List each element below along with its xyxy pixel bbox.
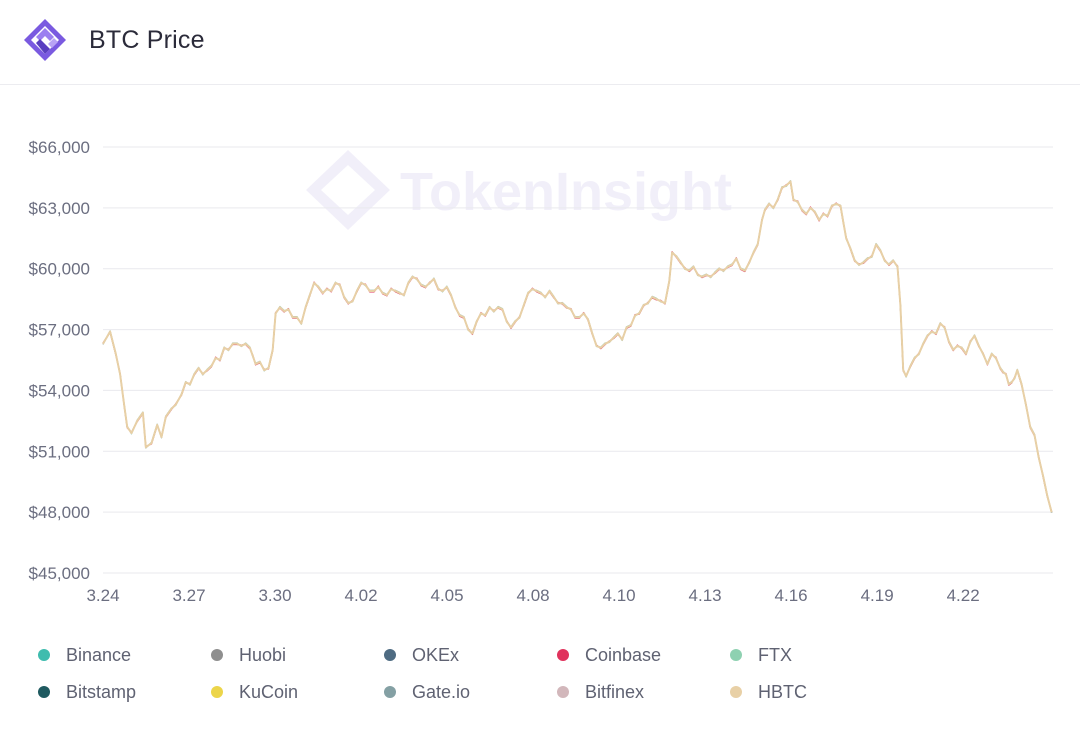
series-line-hbtc — [102, 180, 1053, 513]
x-tick-label: 4.22 — [947, 586, 980, 605]
y-tick-label: $63,000 — [29, 199, 90, 218]
series-line-bitfinex — [102, 180, 1053, 513]
series-line-kucoin — [102, 180, 1053, 513]
legend-item-bitstamp[interactable]: Bitstamp — [38, 679, 136, 705]
x-tick-label: 4.08 — [517, 586, 550, 605]
series-line-okex — [102, 180, 1053, 513]
series-line-bitstamp — [102, 181, 1053, 513]
legend-label: Bitfinex — [585, 681, 645, 702]
btc-price-chart: TokenInsight $45,000 $48,000 $51,000 $54,00… — [29, 138, 1053, 605]
y-tick-label: $54,000 — [29, 381, 90, 400]
series-line-huobi — [102, 181, 1053, 512]
x-tick-label: 4.10 — [603, 586, 636, 605]
legend-dot-icon — [730, 686, 742, 698]
x-tick-label: 3.24 — [86, 586, 119, 605]
legend-dot-icon — [384, 686, 396, 698]
legend-dot-icon — [557, 686, 569, 698]
legend-label: Binance — [66, 644, 132, 665]
y-tick-label: $57,000 — [29, 321, 90, 340]
header: BTC Price — [0, 0, 1080, 85]
legend-item-binance[interactable]: Binance — [38, 642, 131, 668]
legend-item-ftx[interactable]: FTX — [730, 642, 792, 668]
x-tick-label: 4.13 — [689, 586, 722, 605]
y-tick-label: $45,000 — [29, 564, 90, 583]
legend-label: KuCoin — [239, 681, 299, 702]
series-line-coinbase — [102, 181, 1053, 512]
legend-label: Coinbase — [585, 644, 662, 665]
legend-label: FTX — [758, 644, 792, 665]
series-line-binance — [102, 180, 1053, 513]
legend-label: Huobi — [239, 644, 287, 665]
legend-dot-icon — [557, 649, 569, 661]
y-tick-label: $60,000 — [29, 260, 90, 279]
series-line-gate-io — [102, 181, 1053, 512]
legend-label: Gate.io — [412, 681, 471, 702]
legend-item-gate-io[interactable]: Gate.io — [384, 679, 470, 705]
legend-item-huobi[interactable]: Huobi — [211, 642, 286, 668]
x-tick-label: 4.05 — [431, 586, 464, 605]
legend-dot-icon — [211, 649, 223, 661]
y-axis: $45,000 $48,000 $51,000 $54,000 $57,000 $60,0… — [29, 138, 90, 583]
legend-item-bitfinex[interactable]: Bitfinex — [557, 679, 644, 705]
legend-item-kucoin[interactable]: KuCoin — [211, 679, 298, 705]
y-tick-label: $48,000 — [29, 503, 90, 522]
watermark: TokenInsight — [306, 150, 732, 230]
legend-dot-icon — [211, 686, 223, 698]
legend-dot-icon — [38, 686, 50, 698]
legend-dot-icon — [384, 649, 396, 661]
watermark-text: TokenInsight — [400, 162, 732, 222]
price-series — [102, 180, 1053, 514]
legend-label: Bitstamp — [66, 681, 137, 702]
legend-label: HBTC — [758, 681, 807, 702]
x-axis: 3.24 3.27 3.30 4.02 4.05 4.08 4.10 4.13 4.16 4.19… — [86, 586, 979, 605]
x-tick-label: 4.19 — [861, 586, 894, 605]
x-tick-label: 4.16 — [775, 586, 808, 605]
x-tick-label: 4.02 — [344, 586, 377, 605]
tokeninsight-logo-icon — [24, 19, 66, 61]
y-tick-label: $66,000 — [29, 138, 90, 157]
legend-item-coinbase[interactable]: Coinbase — [557, 642, 661, 668]
legend-item-okex[interactable]: OKEx — [384, 642, 459, 668]
legend-dot-icon — [730, 649, 742, 661]
x-tick-label: 3.30 — [258, 586, 291, 605]
page-title: BTC Price — [89, 26, 205, 54]
legend-dot-icon — [38, 649, 50, 661]
grid-lines — [103, 146, 1053, 574]
x-tick-label: 3.27 — [172, 586, 205, 605]
series-line-ftx — [102, 180, 1053, 514]
y-tick-label: $51,000 — [29, 442, 90, 461]
legend-label: OKEx — [412, 644, 460, 665]
legend-item-hbtc[interactable]: HBTC — [730, 679, 807, 705]
